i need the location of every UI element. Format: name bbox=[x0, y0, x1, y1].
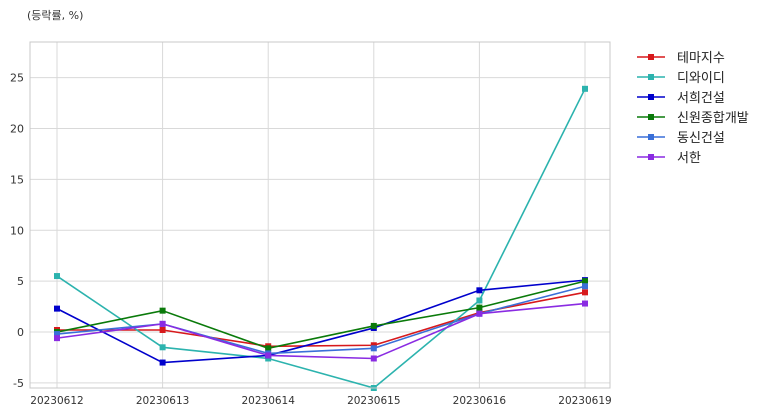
data-point bbox=[54, 331, 60, 338]
data-point bbox=[370, 355, 377, 362]
y-axis-ticks: -5 0 5 10 15 20 25 bbox=[10, 72, 24, 390]
series-line bbox=[56, 280, 586, 350]
data-point bbox=[476, 297, 483, 304]
y-tick-label: -5 bbox=[13, 377, 24, 390]
legend-item: 서한 bbox=[637, 151, 701, 166]
series-4 bbox=[54, 278, 588, 352]
data-point bbox=[265, 345, 272, 352]
legend-label: 신원종합개발 bbox=[677, 111, 749, 126]
series-3 bbox=[54, 277, 588, 366]
unit-label: (등락률, %) bbox=[27, 9, 83, 22]
legend-item: 신원종합개발 bbox=[637, 111, 749, 126]
data-point bbox=[370, 345, 377, 352]
legend-marker bbox=[648, 154, 654, 160]
data-point bbox=[582, 283, 588, 290]
data-point bbox=[582, 300, 588, 307]
data-point bbox=[370, 342, 377, 349]
x-tick-label: 20230615 bbox=[347, 395, 400, 407]
legend-label: 동신건설 bbox=[677, 131, 725, 146]
legend-item: 서희건설 bbox=[637, 91, 725, 106]
legend-label: 서한 bbox=[677, 151, 701, 166]
plot-frame bbox=[29, 41, 611, 389]
data-point bbox=[159, 344, 166, 351]
series-6 bbox=[54, 300, 588, 362]
series-line bbox=[56, 302, 586, 360]
x-tick-label: 20230619 bbox=[558, 395, 611, 407]
x-tick-label: 20230616 bbox=[453, 395, 507, 407]
y-tick-label: 5 bbox=[17, 275, 24, 288]
legend-item: 테마지수 bbox=[637, 51, 725, 66]
data-point bbox=[159, 307, 166, 314]
data-point bbox=[476, 304, 483, 311]
legend-item: 디와이디 bbox=[637, 71, 725, 86]
series-line bbox=[56, 279, 586, 364]
data-point bbox=[582, 289, 588, 296]
data-point bbox=[54, 305, 60, 312]
legend-marker bbox=[648, 134, 654, 140]
series-line bbox=[56, 285, 586, 355]
legend-label: 디와이디 bbox=[677, 71, 725, 86]
x-axis-ticks: 20230612 20230613 20230614 20230615 20230616… bbox=[30, 395, 611, 407]
legend-marker bbox=[648, 94, 654, 100]
y-tick-label: 10 bbox=[10, 224, 24, 237]
data-point bbox=[159, 326, 166, 333]
legend-label: 테마지수 bbox=[677, 51, 725, 66]
series-1 bbox=[54, 289, 588, 350]
x-tick-label: 20230613 bbox=[136, 395, 189, 407]
legend-marker bbox=[648, 74, 654, 80]
x-tick-label: 20230612 bbox=[30, 395, 83, 407]
data-point bbox=[582, 85, 588, 92]
gridlines bbox=[30, 42, 610, 388]
y-tick-label: 25 bbox=[10, 72, 24, 85]
data-point bbox=[265, 355, 272, 362]
data-point bbox=[54, 335, 60, 342]
data-point bbox=[582, 278, 588, 285]
data-point bbox=[476, 287, 483, 294]
data-point bbox=[159, 359, 166, 366]
x-tick-label: 20230614 bbox=[241, 395, 295, 407]
series-lines bbox=[54, 85, 588, 391]
legend-label: 서희건설 bbox=[677, 91, 725, 106]
data-point bbox=[265, 352, 272, 359]
data-point bbox=[54, 273, 60, 280]
series-line bbox=[56, 88, 586, 389]
y-tick-label: 15 bbox=[10, 173, 24, 186]
legend-marker bbox=[648, 54, 654, 60]
y-tick-label: 0 bbox=[17, 326, 24, 339]
data-point bbox=[370, 322, 377, 329]
data-point bbox=[476, 310, 483, 317]
legend-item: 동신건설 bbox=[637, 131, 725, 146]
y-tick-label: 20 bbox=[10, 123, 24, 136]
data-point bbox=[159, 320, 166, 327]
legend-marker bbox=[648, 114, 654, 120]
